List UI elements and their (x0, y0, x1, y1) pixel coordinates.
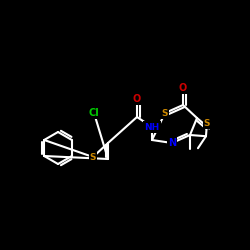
Text: S: S (162, 108, 168, 118)
Text: N: N (168, 138, 176, 148)
Text: Cl: Cl (88, 108, 100, 118)
Text: S: S (204, 118, 210, 128)
Text: O: O (179, 83, 187, 93)
Text: S: S (90, 152, 96, 162)
Text: NH: NH (144, 122, 160, 132)
Text: O: O (133, 94, 141, 104)
